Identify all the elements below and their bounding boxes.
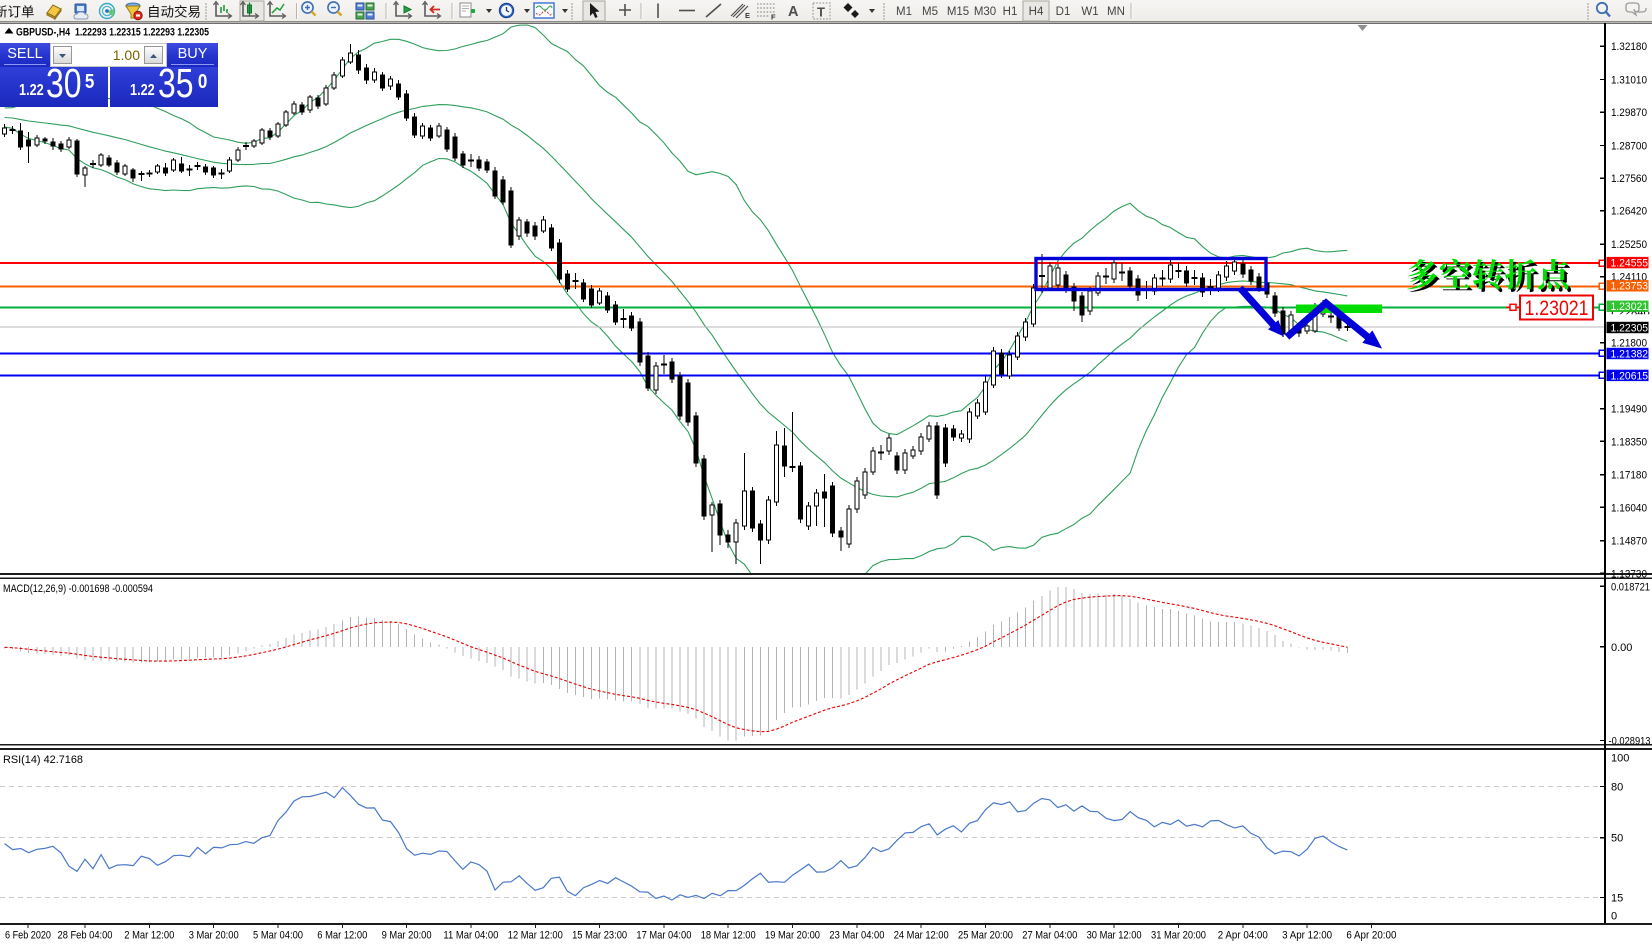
svg-text:1.18350: 1.18350 <box>1611 436 1647 448</box>
svg-text:1.22305: 1.22305 <box>1611 322 1649 334</box>
svg-text:3 Apr 12:00: 3 Apr 12:00 <box>1282 930 1332 942</box>
svg-text:1.16040: 1.16040 <box>1611 502 1647 514</box>
svg-text:RSI(14) 42.7168: RSI(14) 42.7168 <box>3 754 83 766</box>
svg-text:0.00: 0.00 <box>1611 642 1632 654</box>
svg-text:F: F <box>771 13 776 22</box>
svg-text:1.23753: 1.23753 <box>1611 281 1649 293</box>
svg-text:1.21800: 1.21800 <box>1611 338 1647 350</box>
svg-text:1.20615: 1.20615 <box>1611 370 1649 382</box>
svg-text:15: 15 <box>1611 893 1623 905</box>
svg-text:D1: D1 <box>1056 6 1071 18</box>
svg-text:M30: M30 <box>974 6 996 18</box>
svg-text:31 Mar 20:00: 31 Mar 20:00 <box>1151 930 1206 942</box>
svg-text:W1: W1 <box>1081 6 1098 18</box>
svg-text:2 Apr 04:00: 2 Apr 04:00 <box>1218 930 1268 942</box>
svg-text:1.24555: 1.24555 <box>1611 258 1649 270</box>
svg-text:9 Mar 20:00: 9 Mar 20:00 <box>382 930 432 942</box>
svg-text:1.28700: 1.28700 <box>1611 141 1647 153</box>
svg-text:H4: H4 <box>1029 6 1044 18</box>
svg-text:28 Feb 04:00: 28 Feb 04:00 <box>58 930 113 942</box>
svg-text:6 Apr 20:00: 6 Apr 20:00 <box>1346 930 1396 942</box>
svg-text:1.29870: 1.29870 <box>1611 107 1647 119</box>
svg-text:1.13730: 1.13730 <box>1611 568 1647 580</box>
svg-text:11 Mar 04:00: 11 Mar 04:00 <box>443 930 498 942</box>
svg-text:17 Mar 04:00: 17 Mar 04:00 <box>636 930 691 942</box>
svg-text:M1: M1 <box>896 6 912 18</box>
svg-text:1.31010: 1.31010 <box>1611 75 1647 87</box>
svg-text:80: 80 <box>1611 781 1623 793</box>
svg-text:1.19490: 1.19490 <box>1611 404 1647 416</box>
svg-text:15 Mar 23:00: 15 Mar 23:00 <box>572 930 627 942</box>
svg-text:1.17180: 1.17180 <box>1611 470 1647 482</box>
svg-text:0.018721: 0.018721 <box>1611 581 1650 593</box>
svg-text:25 Mar 20:00: 25 Mar 20:00 <box>958 930 1013 942</box>
svg-text:30 Mar 12:00: 30 Mar 12:00 <box>1087 930 1142 942</box>
svg-text:1.25250: 1.25250 <box>1611 239 1647 251</box>
svg-text:H1: H1 <box>1003 6 1018 18</box>
svg-text:12 Mar 12:00: 12 Mar 12:00 <box>508 930 563 942</box>
svg-text:1.21382: 1.21382 <box>1611 348 1649 360</box>
svg-text:1.27560: 1.27560 <box>1611 173 1647 185</box>
svg-text:24 Mar 12:00: 24 Mar 12:00 <box>894 930 949 942</box>
svg-text:23 Mar 04:00: 23 Mar 04:00 <box>829 930 884 942</box>
svg-text:E: E <box>745 11 750 20</box>
svg-text:18 Mar 12:00: 18 Mar 12:00 <box>701 930 756 942</box>
svg-text:A: A <box>788 4 799 20</box>
svg-text:0: 0 <box>1611 911 1617 923</box>
svg-text:5 Mar 04:00: 5 Mar 04:00 <box>253 930 303 942</box>
svg-text:M5: M5 <box>922 6 938 18</box>
svg-text:MN: MN <box>1107 6 1125 18</box>
svg-text:3 Mar 20:00: 3 Mar 20:00 <box>189 930 239 942</box>
svg-text:1.26420: 1.26420 <box>1611 206 1647 218</box>
svg-text:1.22840: 1.22840 <box>1609 307 1650 319</box>
svg-text:-0.028913: -0.028913 <box>1609 735 1651 747</box>
svg-text:M15: M15 <box>947 6 969 18</box>
svg-text:27 Mar 04:00: 27 Mar 04:00 <box>1022 930 1077 942</box>
svg-text:6 Feb 2020: 6 Feb 2020 <box>5 930 51 942</box>
svg-text:100: 100 <box>1611 753 1629 765</box>
svg-text:6 Mar 12:00: 6 Mar 12:00 <box>317 930 367 942</box>
svg-text:50: 50 <box>1611 833 1623 845</box>
svg-text:GBPUSD-,H4 1.22293 1.22315 1.: GBPUSD-,H4 1.22293 1.22315 1.22293 1.223… <box>16 27 209 39</box>
svg-text:1.23021: 1.23021 <box>1525 297 1589 320</box>
svg-text:2 Mar 12:00: 2 Mar 12:00 <box>124 930 174 942</box>
svg-text:1.14870: 1.14870 <box>1611 536 1647 548</box>
svg-text:1.23021: 1.23021 <box>1611 301 1649 313</box>
svg-text:T: T <box>817 5 825 20</box>
svg-text:19 Mar 20:00: 19 Mar 20:00 <box>765 930 820 942</box>
svg-text:MACD(12,26,9) -0.001698 -0.000: MACD(12,26,9) -0.001698 -0.000594 <box>3 583 153 595</box>
svg-text:1.32180: 1.32180 <box>1611 41 1647 53</box>
